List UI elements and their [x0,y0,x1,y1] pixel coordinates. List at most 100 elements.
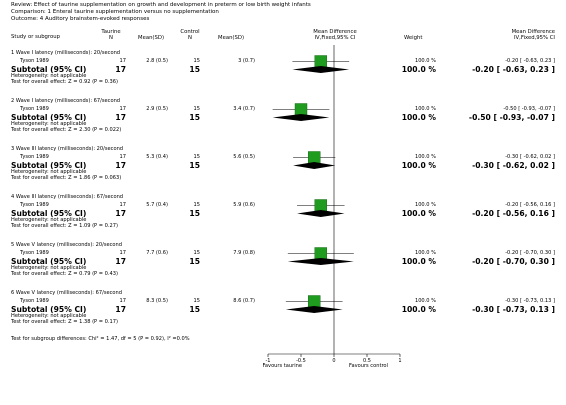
subtotal-ci: -0.30 [ -0.73, 0.13 ] [472,305,555,314]
study-ci: -0.20 [ -0.56, 0.16 ] [505,202,555,208]
control-n: 15 [193,202,200,208]
control-mean-sd: 8.6 (0.7) [233,298,255,304]
subtotal-control-n: 15 [189,113,200,122]
control-n: 15 [193,298,200,304]
heterogeneity: Heterogeneity: not applicable [11,121,87,127]
subtotal-ci: -0.30 [ -0.62, 0.02 ] [472,161,555,170]
subtotal-taurine-n: 17 [115,257,126,266]
subtotal-diamond [293,162,336,169]
subgroup-title: 6 Wave V latency (milliseconds): 67/seco… [11,290,123,296]
study-weight: 100.0 % [414,58,436,64]
overall-effect-test: Test for overall effect: Z = 1.86 (P = 0… [11,175,122,181]
heterogeneity: Heterogeneity: not applicable [11,217,87,223]
subtotal-control-n: 15 [189,65,200,74]
x-tick-label: -1 [266,358,271,364]
taurine-n: 17 [119,298,126,304]
study-name: Tyson 1989 [20,202,49,208]
subtotal-taurine-n: 17 [115,65,126,74]
column-group1-n: N [109,35,113,41]
subgroup-title: 4 Wave III latency (milliseconds): 67/se… [11,194,124,200]
subtotal-weight: 100.0 % [401,257,436,266]
subtotal-taurine-n: 17 [115,113,126,122]
control-n: 15 [193,58,200,64]
favours-left-label: Favours taurine [262,363,302,369]
subtotal-control-n: 15 [189,305,200,314]
study-weight: 100.0 % [414,154,436,160]
subgroup-title: 5 Wave V latency (milliseconds): 20/seco… [11,242,123,248]
subtotal-label: Subtotal (95% CI) [11,161,87,170]
column-effect-method: IV,Fixed,95% CI [314,35,356,41]
overall-effect-test: Test for overall effect: Z = 1.09 (P = 0… [11,223,118,229]
study-name: Tyson 1989 [20,154,49,160]
study-name: Tyson 1989 [20,298,49,304]
study-name: Tyson 1989 [20,250,49,256]
subgroup-differences-test: Test for subgroup differences: Chi² = 1.… [11,336,190,342]
subtotal-diamond [287,258,354,265]
subgroup-title: 1 Wave I latency (milliseconds): 20/seco… [11,50,121,56]
study-effect-marker [294,103,308,116]
study-ci: -0.20 [ -0.63, 0.23 ] [505,58,555,64]
taurine-mean-sd: 2.8 (0.5) [146,58,168,64]
study-ci: -0.30 [ -0.73, 0.13 ] [505,298,555,304]
study-weight: 100.0 % [414,202,436,208]
study-name: Tyson 1989 [20,58,49,64]
taurine-n: 17 [119,250,126,256]
column-effect-title-right: Mean Difference [511,29,555,35]
subtotal-weight: 100.0 % [401,65,436,74]
study-effect-marker [314,247,327,260]
taurine-mean-sd: 8.3 (0.5) [146,298,168,304]
overall-effect-test: Test for overall effect: Z = 0.92 (P = 0… [11,79,118,85]
subtotal-ci: -0.20 [ -0.56, 0.16 ] [472,209,555,218]
column-group2-n: N [188,35,192,41]
column-group2-mean: Mean(SD) [218,35,245,41]
overall-effect-test: Test for overall effect: Z = 1.38 (P = 0… [11,319,118,325]
subtotal-label: Subtotal (95% CI) [11,257,87,266]
subtotal-ci: -0.20 [ -0.70, 0.30 ] [472,257,555,266]
control-mean-sd: 3.4 (0.7) [233,106,255,112]
study-ci: -0.30 [ -0.62, 0.02 ] [505,154,555,160]
subtotal-ci: -0.50 [ -0.93, -0.07 ] [468,113,555,122]
column-group2: Control [180,29,200,35]
subtotal-taurine-n: 17 [115,209,126,218]
study-effect-marker [308,295,321,308]
study-ci: -0.50 [ -0.93, -0.07 ] [503,106,555,112]
subtotal-control-n: 15 [189,161,200,170]
column-group1-mean: Mean(SD) [138,35,165,41]
column-effect-method-right: IV,Fixed,95% CI [514,35,555,41]
heterogeneity: Heterogeneity: not applicable [11,169,87,175]
taurine-n: 17 [119,58,126,64]
x-tick-label: 1 [398,358,401,364]
subtotal-control-n: 15 [189,257,200,266]
overall-effect-test: Test for overall effect: Z = 2.30 (P = 0… [11,127,122,133]
study-effect-marker [314,199,327,212]
subtotal-taurine-n: 17 [115,305,126,314]
study-weight: 100.0 % [414,106,436,112]
x-tick-label: 0 [332,358,335,364]
outcome-title: Outcome: 4 Auditory brainstem-evoked res… [11,16,150,22]
subtotal-diamond [285,306,343,313]
subtotal-diamond [272,114,330,121]
study-effect-marker [314,55,327,68]
heterogeneity: Heterogeneity: not applicable [11,73,87,79]
subtotal-label: Subtotal (95% CI) [11,113,87,122]
control-mean-sd: 5.9 (0.6) [233,202,255,208]
taurine-n: 17 [119,154,126,160]
subtotal-diamond [297,210,345,217]
x-tick-label: 0.5 [363,358,371,364]
subgroup-title: 2 Wave I latency (milliseconds): 67/seco… [11,98,121,104]
column-effect-title: Mean Difference [313,29,357,35]
subtotal-label: Subtotal (95% CI) [11,305,87,314]
x-tick-label: -0.5 [296,358,306,364]
column-study: Study or subgroup [11,34,60,40]
taurine-mean-sd: 5.7 (0.4) [146,202,168,208]
subtotal-diamond [292,66,350,73]
study-weight: 100.0 % [414,250,436,256]
taurine-mean-sd: 5.3 (0.4) [146,154,168,160]
column-weight: Weight [404,35,423,41]
subtotal-ci: -0.20 [ -0.63, 0.23 ] [472,65,555,74]
taurine-mean-sd: 2.9 (0.5) [146,106,168,112]
subtotal-label: Subtotal (95% CI) [11,209,87,218]
study-weight: 100.0 % [414,298,436,304]
subtotal-weight: 100.0 % [401,305,436,314]
taurine-n: 17 [119,106,126,112]
